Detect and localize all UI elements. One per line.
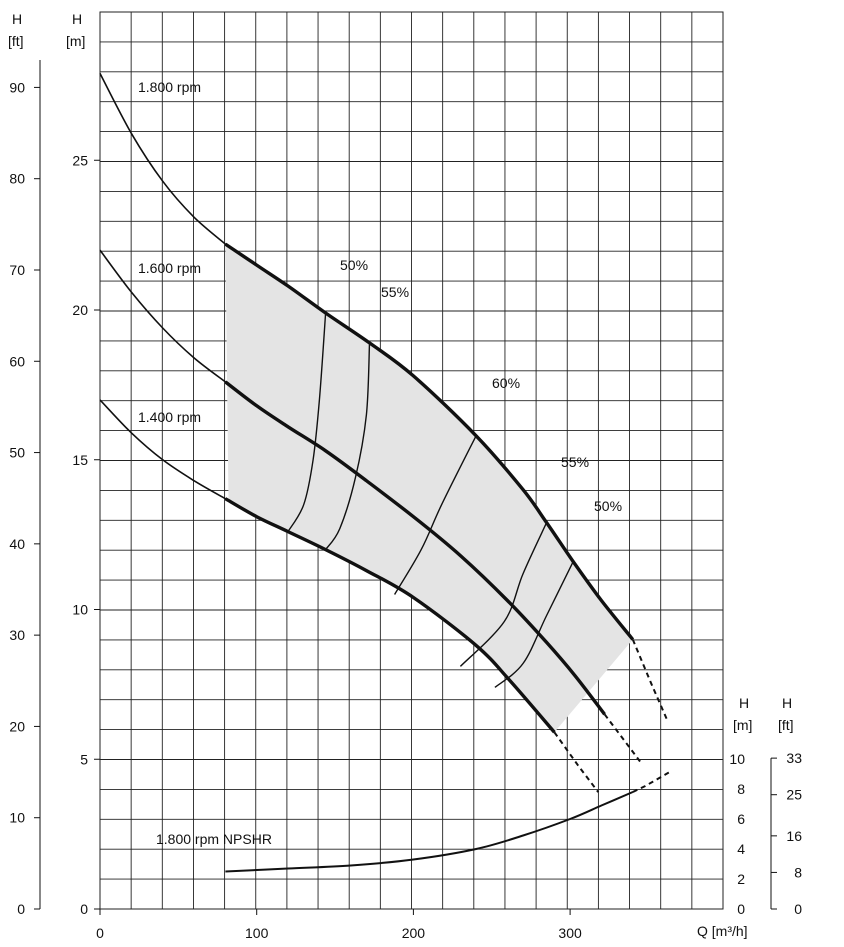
y-ft-tick-label: 60 [9, 353, 25, 369]
rpm-label-1800: 1.800 rpm [138, 79, 201, 95]
y-ft-tick-label: 0 [17, 901, 25, 917]
x-axis-title: Q [m³/h] [697, 923, 748, 939]
operating-region [225, 244, 633, 733]
curve-1-400-rpm-dashed [553, 731, 600, 793]
y-m-tick-label: 25 [72, 152, 88, 168]
x-tick-label: 0 [96, 925, 104, 941]
efficiency-line-55-1 [325, 342, 371, 551]
efficiency-lines [287, 312, 574, 688]
efficiency-line-60-2 [393, 435, 477, 595]
y-ft-tick-label: 40 [9, 536, 25, 552]
curve-1-800-rpm-dashed [631, 639, 669, 721]
y-ft-title-line2: [ft] [8, 33, 24, 49]
y-m-tick-label: 15 [72, 452, 88, 468]
rpm-label-1600: 1.600 rpm [138, 260, 201, 276]
curves [99, 73, 670, 873]
rpm-label-1400: 1.400 rpm [138, 409, 201, 425]
x-tick-label: 100 [245, 925, 269, 941]
x-tick-label: 300 [558, 925, 582, 941]
y-ft-tick-label: 30 [9, 627, 25, 643]
eff-label-55-right: 55% [561, 454, 589, 470]
npsh-m-tick-label: 4 [737, 841, 745, 857]
npsh-m-tick-label: 6 [737, 811, 745, 827]
y-m-tick-label: 20 [72, 302, 88, 318]
efficiency-line-55-3 [459, 522, 548, 667]
npsh-ft-tick-label: 16 [786, 828, 802, 844]
x-tick-label: 200 [402, 925, 426, 941]
y-ft-tick-label: 50 [9, 445, 25, 461]
npsh-m-tick-label: 8 [737, 781, 745, 797]
npsh-m-tick-label: 10 [729, 751, 745, 767]
y-ft-tick-label: 70 [9, 262, 25, 278]
npsh-ft-tick-label: 33 [786, 750, 802, 766]
npsh-m-tick-label: 0 [737, 901, 745, 917]
plot-frame [99, 11, 724, 910]
y-ft-tick-label: 10 [9, 810, 25, 826]
npsh-m-title-line1: H [739, 695, 749, 711]
npsh-ft-title-line2: [ft] [778, 717, 794, 733]
npsh-m-title-line2: [m] [733, 717, 752, 733]
y-m-tick-label: 0 [80, 901, 88, 917]
efficiency-line-50-0 [287, 312, 327, 532]
y-ft-title-line1: H [12, 11, 22, 27]
curve-1-800-rpm [224, 242, 635, 641]
eff-label-50-left: 50% [340, 257, 368, 273]
y-m-title-line2: [m] [66, 33, 85, 49]
operating-region-shading [225, 244, 633, 733]
y-ft-tick-label: 20 [9, 718, 25, 734]
npsh-ft-tick-label: 0 [794, 901, 802, 917]
npsh-ft-tick-label: 25 [786, 787, 802, 803]
npshr-label: 1.800 rpm NPSHR [156, 831, 272, 847]
y-m-tick-label: 5 [80, 751, 88, 767]
npsh-ft-tick-label: 8 [794, 864, 802, 880]
npsh-m-tick-label: 2 [737, 871, 745, 887]
efficiency-line-50-4 [494, 561, 574, 688]
y-m-tick-label: 10 [72, 602, 88, 618]
curve-npshr [225, 791, 634, 873]
curve-1-800-rpm-npshr-dashed [632, 771, 670, 793]
curve-1-600-rpm [224, 380, 606, 716]
npsh-ft-title-line1: H [782, 695, 792, 711]
curve-1-600-rpm-dashed [603, 713, 642, 763]
eff-label-50-right: 50% [594, 498, 622, 514]
y-ft-tick-label: 90 [9, 79, 25, 95]
y-ft-tick-label: 80 [9, 171, 25, 187]
curve-1-800-rpm-thin [99, 73, 229, 247]
eff-label-60: 60% [492, 375, 520, 391]
curve-1-400-rpm [224, 497, 556, 734]
eff-label-55-left: 55% [381, 284, 409, 300]
y-m-title-line1: H [72, 11, 82, 27]
